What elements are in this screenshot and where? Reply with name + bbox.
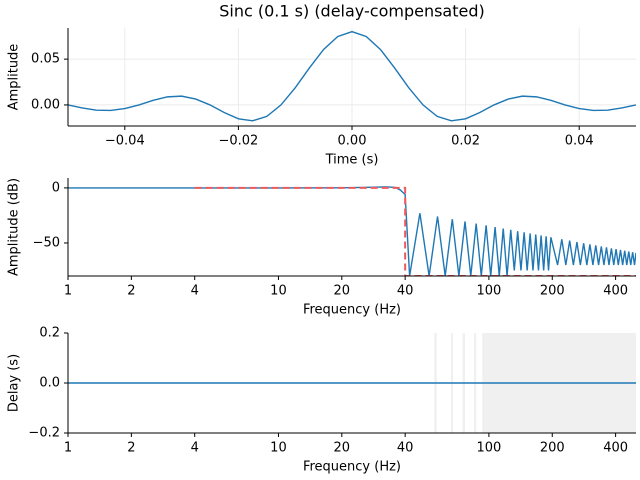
x-tick-label: 4	[191, 441, 199, 456]
x-axis-label: Time (s)	[325, 153, 379, 168]
x-tick-label: 1	[64, 284, 72, 299]
x-tick-label: 2	[127, 441, 135, 456]
y-tick-label: 0	[52, 180, 60, 195]
y-axis-label: Delay (s)	[7, 354, 22, 412]
y-axis-label: Amplitude (dB)	[7, 178, 22, 276]
line	[68, 30, 636, 122]
x-tick-label: 4	[191, 284, 199, 299]
x-tick-label: 40	[397, 441, 414, 456]
x-axis-label: Frequency (Hz)	[303, 460, 401, 475]
x-tick-label: 400	[603, 441, 628, 456]
y-tick-label: 0.05	[31, 52, 60, 67]
x-tick-label: 20	[334, 441, 351, 456]
x-tick-label: −0.04	[105, 134, 145, 149]
x-tick-label: 400	[603, 284, 628, 299]
y-axis-label: Amplitude	[7, 44, 22, 111]
x-tick-label: 1	[64, 441, 72, 456]
x-tick-label: 10	[270, 284, 287, 299]
x-tick-label: 200	[540, 284, 565, 299]
x-axis-label: Frequency (Hz)	[303, 303, 401, 318]
y-tick-label: 0.0	[39, 376, 60, 391]
x-tick-label: 20	[334, 284, 351, 299]
x-tick-label: 100	[476, 441, 501, 456]
y-tick-label: −0.2	[28, 426, 60, 441]
x-tick-label: −0.02	[218, 134, 258, 149]
y-tick-label: 0.2	[39, 326, 60, 341]
x-tick-label: 100	[476, 284, 501, 299]
x-tick-label: 2	[127, 284, 135, 299]
x-tick-label: 0.04	[565, 134, 594, 149]
x-tick-label: 0.02	[451, 134, 480, 149]
x-tick-label: 0.00	[338, 134, 367, 149]
chart-title: Sinc (0.1 s) (delay-compensated)	[219, 2, 484, 21]
line	[194, 186, 636, 276]
x-tick-label: 10	[270, 441, 287, 456]
x-tick-label: 40	[397, 284, 414, 299]
y-tick-label: −50	[33, 235, 60, 250]
x-tick-label: 200	[540, 441, 565, 456]
line	[68, 186, 636, 276]
y-tick-label: 0.00	[31, 97, 60, 112]
